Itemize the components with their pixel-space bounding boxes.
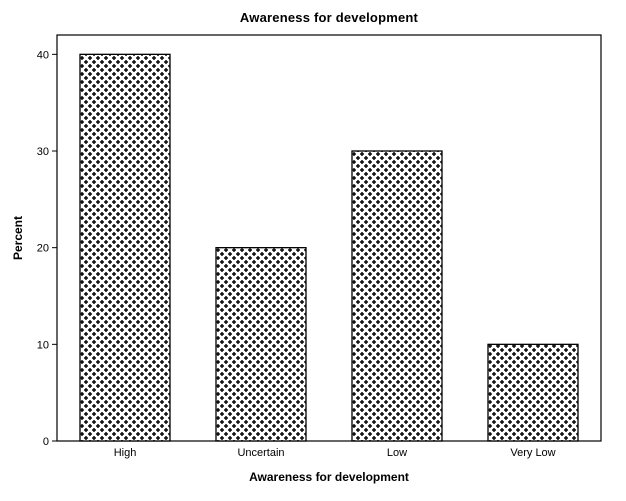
bar-uncertain — [215, 247, 307, 442]
y-axis-label: Percent — [11, 215, 25, 261]
y-tick-label: 30 — [37, 146, 49, 158]
x-category-label: Very Low — [510, 447, 555, 459]
bar-low — [351, 150, 443, 442]
chart-title: Awareness for development — [239, 10, 419, 25]
bar-high — [79, 53, 171, 442]
x-category-label: High — [114, 447, 137, 459]
bar-very-low — [487, 343, 579, 442]
x-category-label: Low — [387, 447, 407, 459]
y-tick-label: 20 — [37, 243, 49, 255]
y-tick-label: 0 — [43, 436, 49, 448]
y-tick-label: 40 — [37, 49, 49, 61]
x-axis-label: Awareness for development — [249, 470, 409, 484]
x-category-label: Uncertain — [237, 447, 284, 459]
plot-frame — [56, 34, 602, 442]
y-tick-label: 10 — [37, 339, 49, 351]
